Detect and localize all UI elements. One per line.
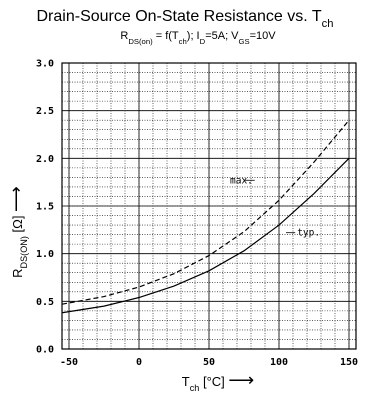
annotation-label: typ.	[297, 228, 320, 239]
y-label-base: R	[10, 268, 25, 277]
series-line-max	[61, 119, 350, 305]
title-main: Drain-Source On-State Resistance vs. T	[37, 8, 322, 25]
plot-frame	[61, 62, 357, 350]
x-tick-label: -50	[60, 357, 78, 368]
subtitle-part: ); I	[187, 30, 200, 42]
y-tick-labels: 0.0 0.5 1.0 1.5 2.0 2.5 3.0	[36, 59, 54, 356]
y-axis-arrow-icon: ⟶	[6, 186, 26, 212]
y-tick-label: 0.5	[36, 297, 54, 308]
x-label-subscript: ch	[190, 383, 200, 393]
x-tick-label: 150	[340, 357, 358, 368]
x-label-base: T	[182, 374, 190, 389]
chart-title: Drain-Source On-State Resistance vs. Tch	[37, 8, 334, 30]
x-tick-label: 100	[270, 357, 288, 368]
subtitle-part: D	[200, 37, 206, 46]
y-axis-label: RDS(ON) [Ω] ⟶	[6, 186, 29, 278]
x-axis-arrow-icon: ⟶	[228, 370, 254, 390]
y-label-subscript: DS(ON)	[19, 236, 29, 268]
annotation-label: max.	[230, 175, 253, 186]
subtitle-part: =5A; V	[205, 30, 239, 42]
annotation-layer: max. typ.	[230, 175, 320, 238]
x-axis-label: Tch [°C] ⟶	[182, 370, 254, 393]
subtitle-part: GS	[239, 37, 250, 46]
y-tick-label: 1.5	[36, 202, 54, 213]
subtitle-part: = f(T	[153, 30, 179, 42]
title-subscript: ch	[322, 18, 334, 30]
subtitle-part: DS(on)	[128, 37, 153, 46]
y-tick-label: 2.5	[36, 106, 54, 117]
subtitle-part: ch	[179, 37, 187, 46]
y-tick-label: 0.0	[36, 345, 54, 356]
y-label-unit: [Ω]	[10, 212, 25, 236]
series-line-typ	[61, 157, 350, 314]
chart-subtitle: RDS(on) = f(Tch); ID=5A; VGS=10V	[120, 30, 276, 46]
series-layer	[61, 119, 350, 314]
subtitle-part: =10V	[250, 30, 277, 42]
x-label-unit: [°C]	[199, 374, 228, 389]
x-tick-labels: -50 0 50 100 150	[60, 357, 358, 368]
y-tick-label: 2.0	[36, 154, 54, 165]
x-tick-label: 50	[203, 357, 215, 368]
y-tick-label: 1.0	[36, 249, 54, 260]
subtitle-part: R	[120, 30, 128, 42]
x-tick-label: 0	[136, 357, 142, 368]
chart-title-text: Drain-Source On-State Resistance vs. Tch	[37, 8, 334, 30]
y-tick-label: 3.0	[36, 59, 54, 70]
